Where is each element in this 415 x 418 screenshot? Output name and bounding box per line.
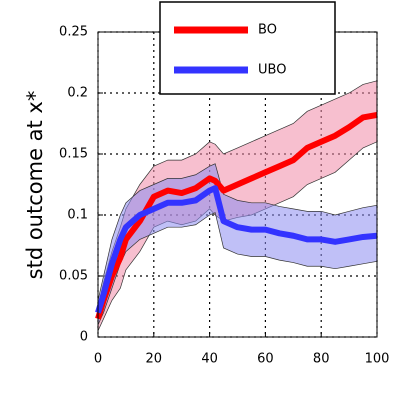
legend-label: BO (258, 23, 277, 38)
y-tick-label: 0.25 (59, 25, 88, 40)
y-tick-label: 0.1 (67, 208, 88, 223)
x-tick-label: 100 (365, 352, 390, 367)
legend-box (159, 1, 336, 95)
y-tick-label: 0.05 (59, 269, 88, 284)
x-tick-label: 40 (201, 352, 218, 367)
x-tick-label: 0 (94, 352, 102, 367)
y-tick-label: 0.15 (59, 147, 88, 162)
y-tick-label: 0 (80, 330, 88, 345)
line (95, 112, 378, 320)
y-axis-label: std outcome at x* (23, 91, 47, 280)
x-tick-label: 20 (146, 352, 163, 367)
line (95, 185, 378, 314)
y-tick-label: 0.2 (67, 86, 88, 101)
legend-label: UBO (258, 63, 286, 78)
x-tick-label: 80 (313, 352, 330, 367)
x-tick-label: 60 (257, 352, 274, 367)
